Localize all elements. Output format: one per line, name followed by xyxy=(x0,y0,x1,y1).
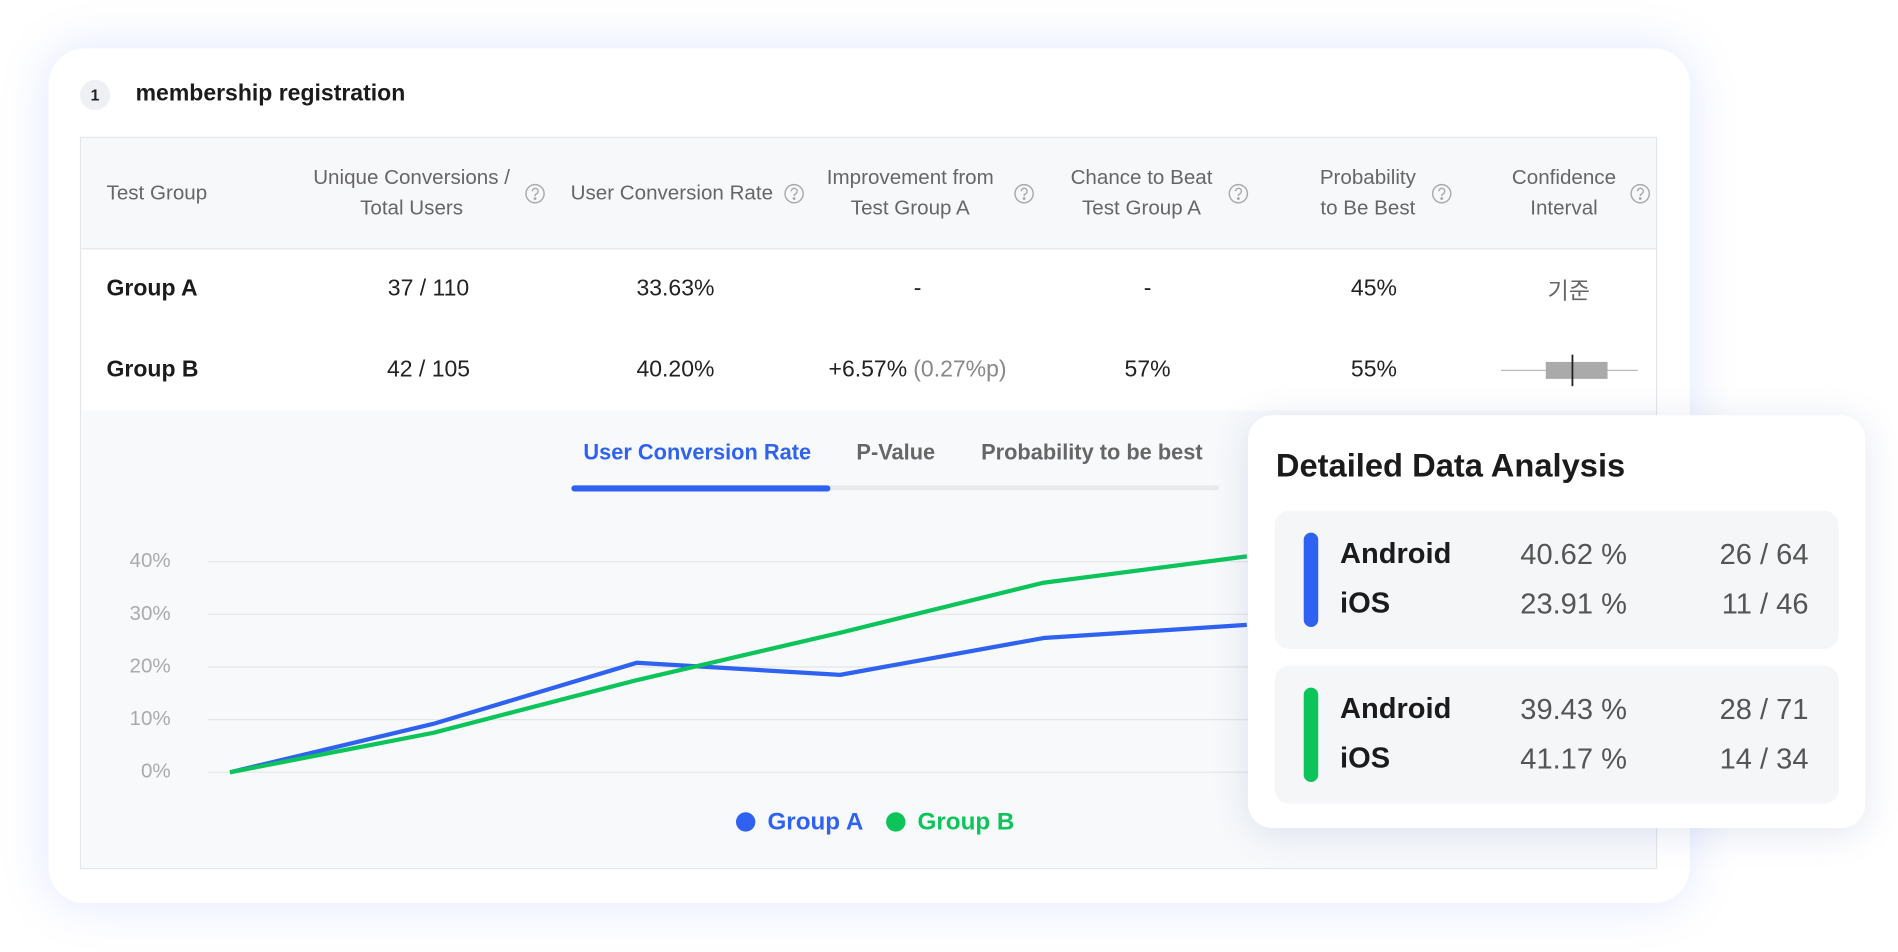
help-icon xyxy=(1630,183,1651,204)
help-icon-dot xyxy=(1022,197,1026,200)
column-header: Confidence xyxy=(1511,165,1617,189)
help-icon-ring xyxy=(1014,183,1034,204)
help-icon-dot xyxy=(1236,197,1240,200)
cell: 55% xyxy=(1350,357,1397,383)
platform-count: 28 / 71 xyxy=(1719,693,1809,727)
improvement-value: +6.57% xyxy=(828,357,908,383)
group-color-bar xyxy=(1303,532,1319,628)
help-icon xyxy=(784,183,804,204)
platform-rate: 23.91 % xyxy=(1520,588,1627,621)
column-header: Test Group A xyxy=(1082,196,1201,220)
platform-rate: 39.43 % xyxy=(1520,693,1627,727)
column-header: Probability xyxy=(1319,165,1416,189)
row-group: Group B xyxy=(106,357,199,383)
column-header: Test Group A xyxy=(850,196,970,220)
help-icon-mark xyxy=(1020,187,1028,197)
legend-label: Group B xyxy=(918,809,1015,836)
y-tick-label: 0% xyxy=(141,760,171,783)
platform-rate: 41.17 % xyxy=(1520,743,1627,776)
y-tick-label: 30% xyxy=(130,602,171,625)
tab: User Conversion Rate xyxy=(583,440,812,465)
row-group: Group A xyxy=(106,275,198,302)
help-icon-mark xyxy=(1438,187,1446,197)
help-icon-ring xyxy=(1630,183,1651,204)
column-header: Interval xyxy=(1530,196,1598,220)
platform-name: Android xyxy=(1340,537,1452,571)
column-header: Test Group xyxy=(106,181,208,205)
help-icon xyxy=(525,183,545,204)
column-header: Total Users xyxy=(360,196,464,220)
platform-name: Android xyxy=(1340,692,1452,726)
cell: 57% xyxy=(1124,357,1171,383)
legend-dot xyxy=(735,812,756,832)
column-header: Chance to Beat xyxy=(1070,165,1213,189)
platform-count: 11 / 46 xyxy=(1721,588,1809,621)
help-icon-dot xyxy=(1638,197,1642,200)
cell: 42 / 105 xyxy=(386,357,471,383)
section-badge: 1 xyxy=(79,79,111,111)
cell: 40.20% xyxy=(636,357,715,383)
legend-label: Group A xyxy=(767,809,863,836)
cell: - xyxy=(1143,275,1152,302)
tab: P-Value xyxy=(856,440,936,465)
series-line xyxy=(229,622,1247,775)
platform-box: Android 40.62 % 26 / 64 iOS 23.91 % 11 / 46 xyxy=(1274,510,1839,649)
y-tick-label: 20% xyxy=(130,654,171,677)
y-tick-label: 40% xyxy=(130,549,171,572)
help-icon-ring xyxy=(1228,183,1249,204)
help-icon-dot xyxy=(1440,197,1444,200)
platform-rate: 40.62 % xyxy=(1520,538,1627,572)
tab-indicator xyxy=(571,485,831,492)
series-line xyxy=(229,554,1248,775)
help-icon xyxy=(1228,183,1249,204)
platform-box: Android 39.43 % 28 / 71 iOS 41.17 % 14 / 34 xyxy=(1274,665,1839,804)
help-icon-mark xyxy=(790,187,798,197)
help-icon-ring xyxy=(784,183,804,204)
help-icon-dot xyxy=(533,197,537,200)
ci-range xyxy=(1545,361,1608,379)
tab: Probability to be best xyxy=(981,440,1203,465)
cell: +6.57% (0.27%p) xyxy=(829,357,1007,384)
table-header-bg xyxy=(81,137,1656,250)
detail-panel: Detailed Data Analysis Android 40.62 % 26 /… xyxy=(1248,415,1866,828)
y-tick-label: 10% xyxy=(130,707,171,730)
help-icon-mark xyxy=(531,187,539,197)
column-header: Improvement from xyxy=(826,165,994,189)
help-icon-dot xyxy=(792,197,796,200)
platform-name: iOS xyxy=(1340,742,1391,775)
platform-count: 26 / 64 xyxy=(1719,538,1809,572)
column-header: Unique Conversions / xyxy=(313,165,510,189)
help-icon xyxy=(1431,183,1452,204)
cell: 37 / 110 xyxy=(387,275,470,302)
cell: 기준 xyxy=(1547,279,1590,305)
cell: 45% xyxy=(1350,275,1397,302)
improvement-points: (0.27%p) xyxy=(913,357,1007,383)
legend-dot xyxy=(886,812,906,832)
help-icon-mark xyxy=(1234,187,1243,197)
platform-count: 14 / 34 xyxy=(1719,743,1809,776)
platform-name: iOS xyxy=(1340,587,1391,620)
section-title: membership registration xyxy=(135,81,406,107)
help-icon-mark xyxy=(1636,187,1644,197)
group-color-bar xyxy=(1303,687,1319,782)
help-icon-ring xyxy=(525,183,545,204)
help-icon xyxy=(1014,183,1034,204)
cell: - xyxy=(913,275,922,302)
help-icon-ring xyxy=(1431,183,1452,204)
column-header: to Be Best xyxy=(1320,196,1416,220)
panel-title: Detailed Data Analysis xyxy=(1275,447,1626,484)
cell: 33.63% xyxy=(636,275,715,302)
column-header: User Conversion Rate xyxy=(570,181,774,205)
